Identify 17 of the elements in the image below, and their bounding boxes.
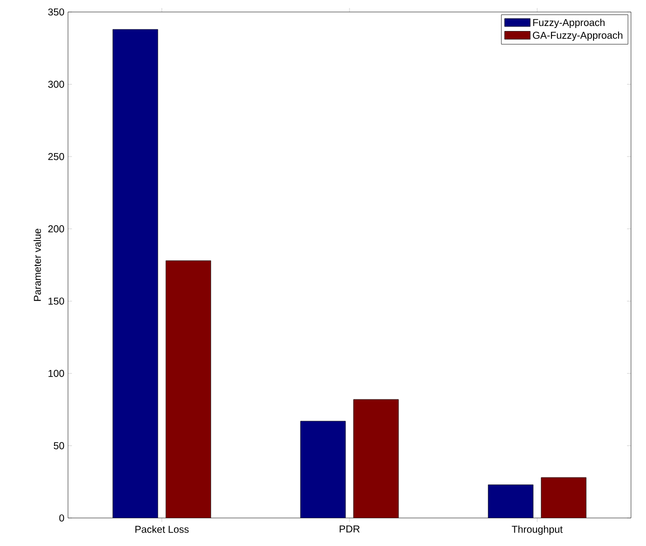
legend-label: GA-Fuzzy-Approach bbox=[532, 31, 622, 41]
y-tick-label: 250 bbox=[48, 153, 64, 160]
bar bbox=[540, 477, 586, 518]
y-tick-label: 350 bbox=[48, 8, 64, 16]
x-tick-label: PDR bbox=[340, 526, 360, 532]
legend-label: Fuzzy-Approach bbox=[533, 18, 605, 28]
bar bbox=[353, 399, 399, 518]
y-tick-label: 0 bbox=[59, 514, 64, 522]
bar bbox=[166, 260, 212, 518]
x-tick-label: Throughput bbox=[512, 526, 563, 535]
y-tick-label: 50 bbox=[54, 442, 64, 450]
x-tick-label: Packet Loss bbox=[135, 526, 189, 533]
y-tick-label: 200 bbox=[48, 225, 64, 232]
y-tick-label: 100 bbox=[48, 370, 64, 377]
y-tick-label: 150 bbox=[48, 298, 64, 305]
y-axis-title: Parameter value bbox=[34, 228, 41, 301]
y-tick-label: 300 bbox=[48, 80, 64, 88]
